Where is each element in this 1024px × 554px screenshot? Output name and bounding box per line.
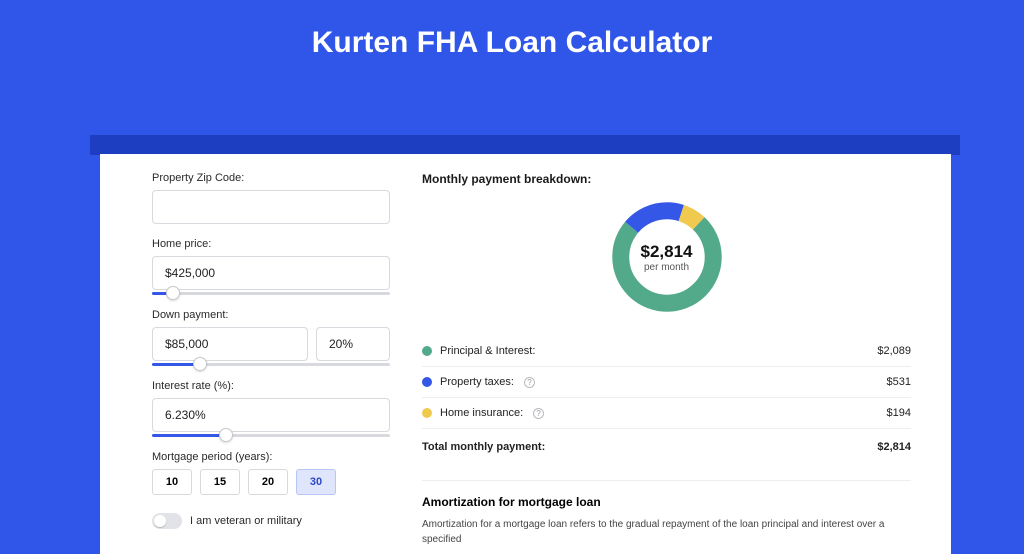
legend-dot [422, 346, 432, 356]
period-option-15[interactable]: 15 [200, 469, 240, 495]
period-option-20[interactable]: 20 [248, 469, 288, 495]
form-panel: Property Zip Code: Home price: Down paym… [100, 154, 400, 554]
legend: Principal & Interest: $2,089 Property taxe… [422, 336, 911, 429]
home-price-slider[interactable] [152, 292, 390, 295]
amortization-text: Amortization for a mortgage loan refers … [422, 517, 911, 547]
payment-donut: $2,814 per month [606, 196, 728, 318]
legend-label: Home insurance: [440, 407, 523, 419]
legend-value: $194 [887, 407, 911, 419]
breakdown-panel: Monthly payment breakdown: $2,814 per mo… [400, 154, 951, 554]
down-payment-slider[interactable] [152, 363, 390, 366]
amortization-title: Amortization for mortgage loan [422, 495, 911, 509]
legend-value: $531 [887, 376, 911, 388]
donut-wrap: $2,814 per month [422, 196, 911, 318]
total-row: Total monthly payment: $2,814 [422, 429, 911, 462]
legend-row-2: Home insurance:? $194 [422, 398, 911, 429]
donut-sub: per month [644, 262, 689, 273]
period-option-30[interactable]: 30 [296, 469, 336, 495]
calculator-card: Property Zip Code: Home price: Down paym… [100, 154, 951, 554]
legend-dot [422, 377, 432, 387]
period-options: 10 15 20 30 [152, 469, 400, 495]
rate-input[interactable] [152, 398, 390, 432]
legend-label: Principal & Interest: [440, 345, 535, 357]
donut-amount: $2,814 [641, 242, 693, 262]
home-price-label: Home price: [152, 238, 400, 250]
down-payment-input[interactable] [152, 327, 308, 361]
zip-label: Property Zip Code: [152, 172, 400, 184]
breakdown-title: Monthly payment breakdown: [422, 172, 911, 186]
zip-input[interactable] [152, 190, 390, 224]
period-option-10[interactable]: 10 [152, 469, 192, 495]
period-field: Mortgage period (years): 10 15 20 30 [152, 451, 400, 495]
veteran-label: I am veteran or military [190, 515, 302, 527]
info-icon[interactable]: ? [524, 377, 535, 388]
zip-field: Property Zip Code: [152, 172, 400, 224]
rate-label: Interest rate (%): [152, 380, 400, 392]
down-payment-pct-input[interactable] [316, 327, 390, 361]
rate-field: Interest rate (%): [152, 380, 400, 437]
legend-row-1: Property taxes:? $531 [422, 367, 911, 398]
total-value: $2,814 [877, 441, 911, 453]
home-price-field: Home price: [152, 238, 400, 295]
down-payment-field: Down payment: [152, 309, 400, 366]
rate-slider[interactable] [152, 434, 390, 437]
page-title: Kurten FHA Loan Calculator [0, 0, 1024, 80]
down-payment-label: Down payment: [152, 309, 400, 321]
veteran-toggle[interactable] [152, 513, 182, 529]
amortization-section: Amortization for mortgage loan Amortizat… [422, 480, 911, 547]
legend-row-0: Principal & Interest: $2,089 [422, 336, 911, 367]
total-label: Total monthly payment: [422, 441, 545, 453]
legend-label: Property taxes: [440, 376, 514, 388]
period-label: Mortgage period (years): [152, 451, 400, 463]
legend-dot [422, 408, 432, 418]
home-price-input[interactable] [152, 256, 390, 290]
veteran-row: I am veteran or military [152, 513, 400, 529]
info-icon[interactable]: ? [533, 408, 544, 419]
card-shadow [90, 135, 960, 155]
legend-value: $2,089 [877, 345, 911, 357]
